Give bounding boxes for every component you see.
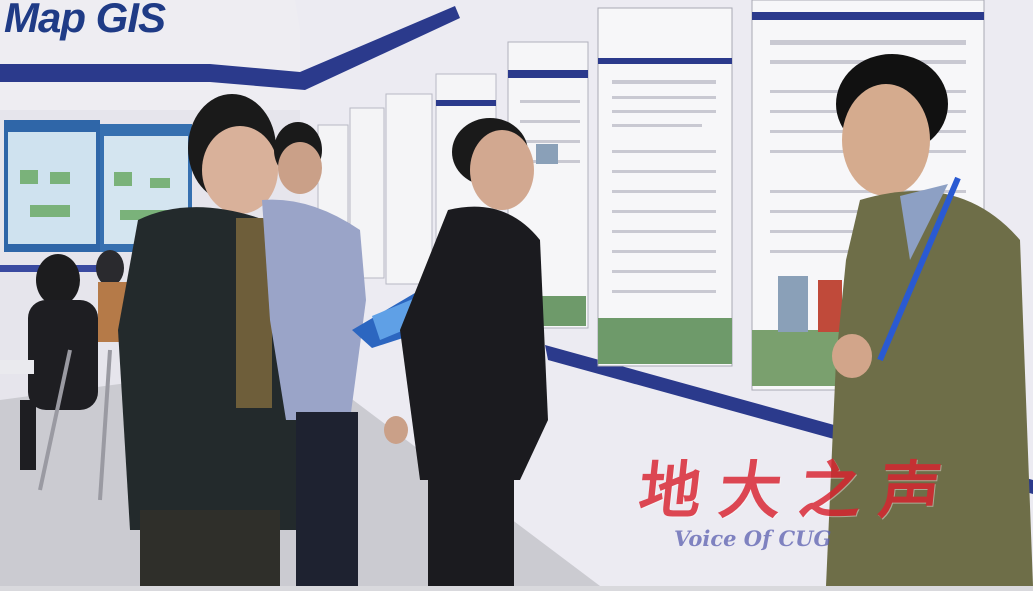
person-dark-suit <box>384 118 548 586</box>
top-band <box>0 6 460 90</box>
person-with-brochure <box>118 94 342 586</box>
booth-logo: Map GIS <box>4 0 166 41</box>
person-olive-jacket <box>826 54 1033 586</box>
person-striped-shirt <box>262 122 366 586</box>
